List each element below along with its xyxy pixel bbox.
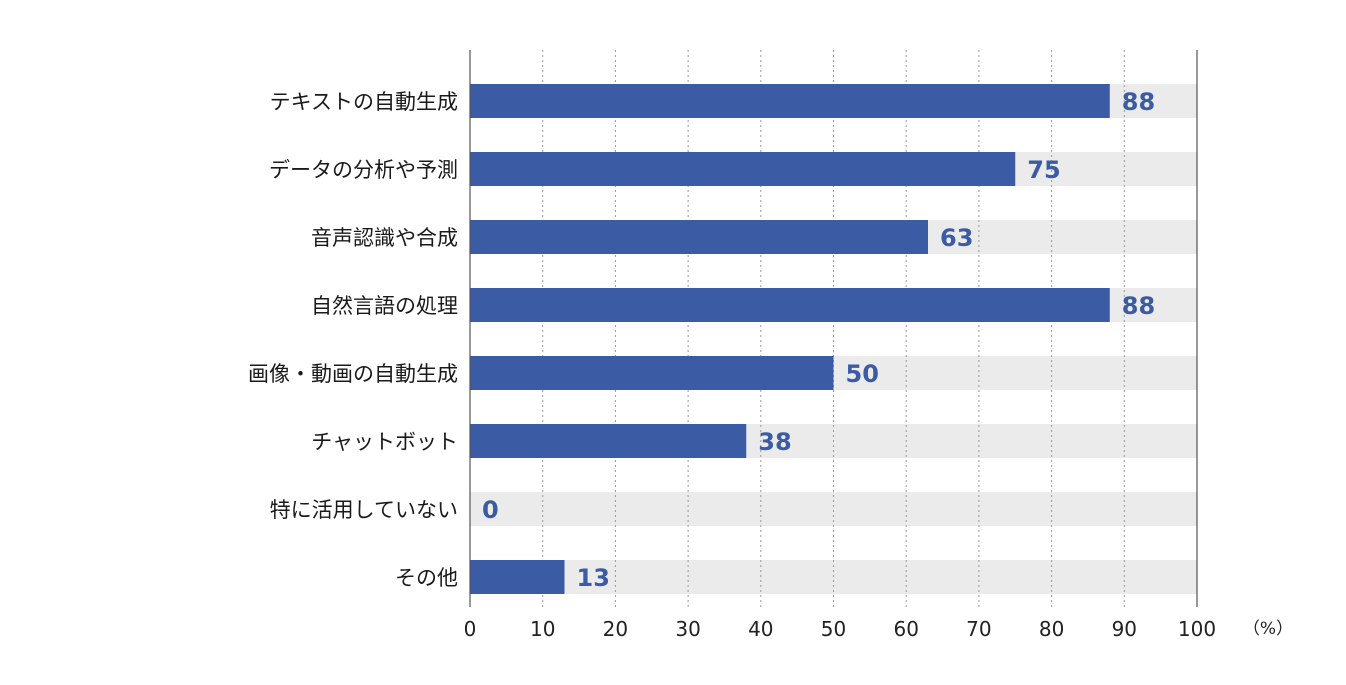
category-label: テキストの自動生成 — [270, 90, 458, 114]
x-tick-label: 20 — [603, 617, 628, 641]
value-label: 63 — [940, 224, 973, 252]
value-label: 38 — [758, 428, 791, 456]
category-labels: テキストの自動生成データの分析や予測音声認識や合成自然言語の処理画像・動画の自動… — [248, 90, 458, 590]
value-label: 50 — [846, 360, 879, 388]
bars — [470, 84, 1110, 594]
bar — [470, 424, 747, 458]
category-label: 自然言語の処理 — [311, 294, 458, 318]
x-tick-label: 50 — [821, 617, 846, 641]
x-tick-label: 0 — [464, 617, 477, 641]
x-tick-label: 80 — [1039, 617, 1064, 641]
x-unit-label: （%） — [1243, 619, 1293, 639]
category-label: 特に活用していない — [270, 498, 458, 522]
category-label: 音声認識や合成 — [311, 226, 458, 250]
x-tick-labels: 0 10 20 30 40 50 60 70 80 90 100 — [464, 617, 1216, 641]
x-tick-label: 30 — [675, 617, 700, 641]
value-labels: 88 75 63 88 50 38 0 13 — [482, 88, 1155, 592]
value-label: 88 — [1122, 88, 1155, 116]
x-tick-label: 40 — [748, 617, 773, 641]
value-label: 75 — [1027, 156, 1060, 184]
x-tick-label: 100 — [1178, 617, 1216, 641]
bar — [470, 152, 1016, 186]
value-label: 88 — [1122, 292, 1155, 320]
bar — [470, 220, 929, 254]
bar — [470, 560, 565, 594]
category-label: その他 — [395, 566, 458, 590]
x-tick-label: 60 — [893, 617, 918, 641]
value-label: 13 — [577, 564, 610, 592]
x-tick-label: 70 — [966, 617, 991, 641]
axes — [469, 50, 1198, 607]
category-label: 画像・動画の自動生成 — [248, 362, 458, 386]
bar — [470, 356, 834, 390]
category-label: チャットボット — [311, 430, 458, 454]
bar — [470, 288, 1110, 322]
x-tick-label: 90 — [1112, 617, 1137, 641]
value-label: 0 — [482, 496, 499, 524]
bar — [470, 84, 1110, 118]
category-label: データの分析や予測 — [269, 158, 458, 182]
x-tick-label: 10 — [530, 617, 555, 641]
